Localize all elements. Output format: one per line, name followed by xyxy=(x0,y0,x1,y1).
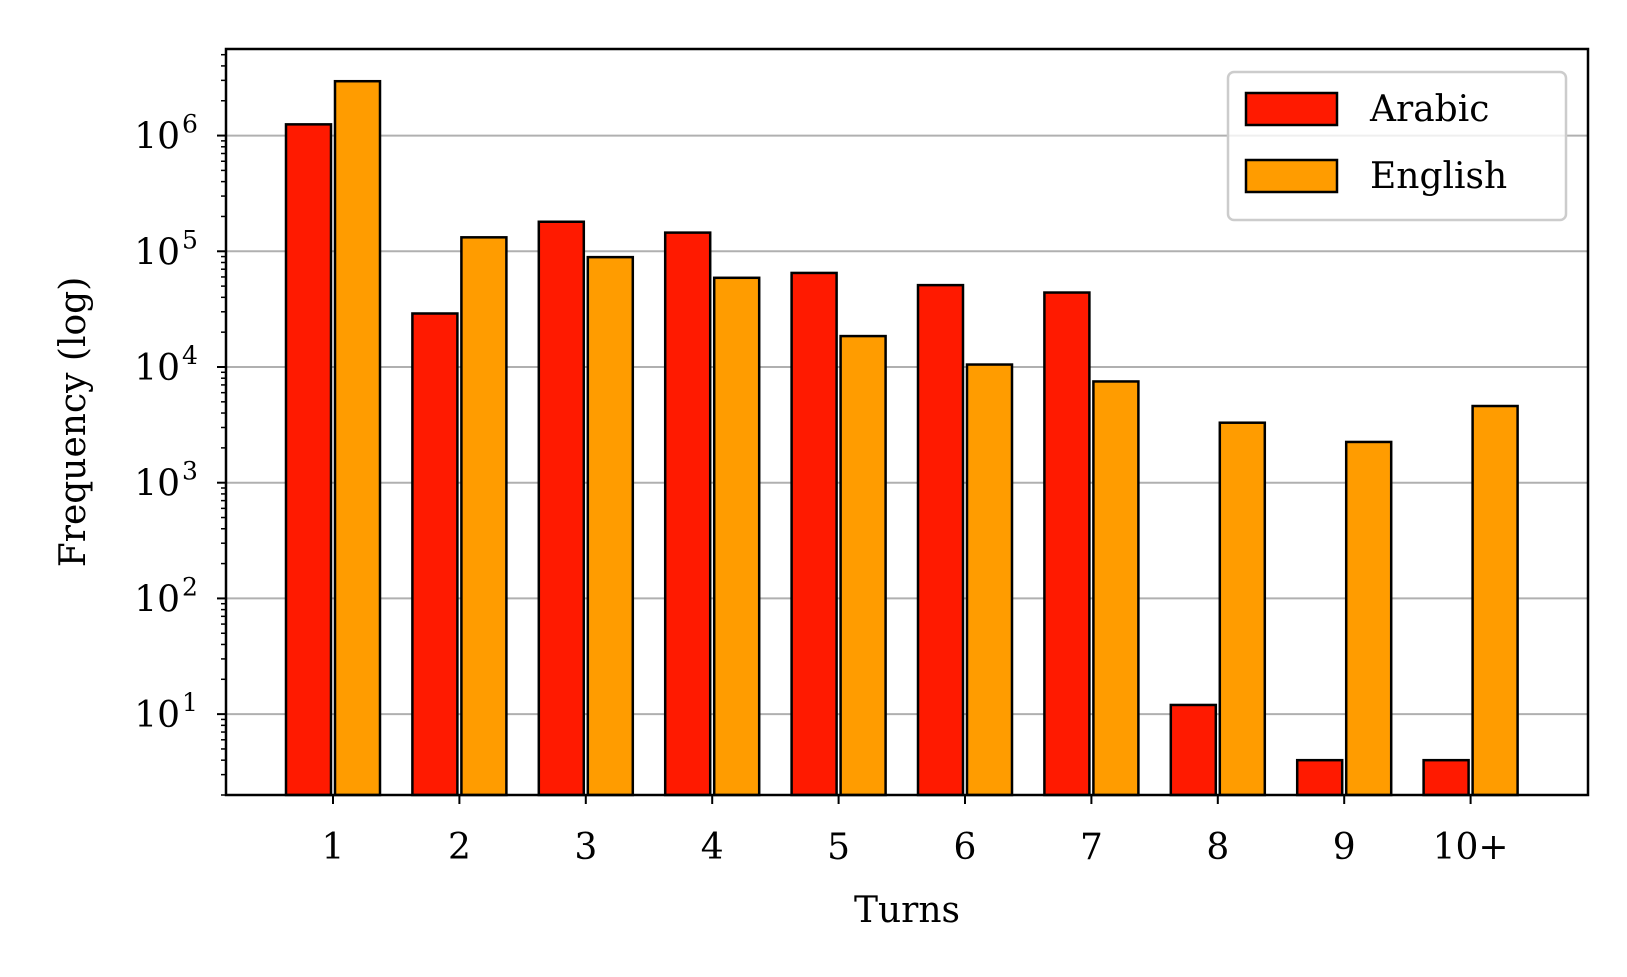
y-tick-exponent: 6 xyxy=(182,110,198,139)
x-tick-label: 9 xyxy=(1333,827,1356,868)
bar-arabic-2 xyxy=(411,312,459,797)
y-tick-label: 10 xyxy=(134,117,180,158)
bar-arabic-9 xyxy=(1295,758,1344,797)
bar-english-10plus xyxy=(1471,404,1519,797)
bar-arabic-3 xyxy=(537,220,586,797)
bar-arabic-7 xyxy=(1043,291,1091,797)
plot-frame xyxy=(224,47,1590,797)
y-tick-label: 10 xyxy=(134,232,180,273)
bar-arabic-4 xyxy=(663,231,712,797)
legend-label-arabic: Arabic xyxy=(1369,89,1489,130)
bar-english-9 xyxy=(1344,440,1393,797)
bar-english-7 xyxy=(1092,380,1140,797)
bar-english-3 xyxy=(586,255,635,797)
x-axis-label: Turns xyxy=(854,890,960,931)
y-tick-exponent: 4 xyxy=(182,341,198,370)
y-tick-label: 10 xyxy=(134,464,180,505)
y-tick-label: 10 xyxy=(134,579,180,620)
y-tick-exponent: 1 xyxy=(182,688,198,717)
x-tick-label: 1 xyxy=(322,827,345,868)
y-tick-exponent: 2 xyxy=(182,572,198,601)
x-tick-label: 10+ xyxy=(1433,827,1509,868)
bar-arabic-6 xyxy=(916,283,965,797)
legend-swatch-english xyxy=(1244,158,1339,194)
y-axis-label: Frequency (log) xyxy=(53,277,94,567)
x-tick-label: 5 xyxy=(827,827,850,868)
x-tick-label: 3 xyxy=(574,827,597,868)
y-tick-exponent: 5 xyxy=(182,225,198,254)
y-tick-label: 10 xyxy=(134,695,180,736)
bar-english-1 xyxy=(333,79,382,797)
x-axis-ticks: 1 2 3 4 5 6 7 8 9 10+ xyxy=(322,795,1509,868)
legend-label-english: English xyxy=(1370,156,1507,197)
bar-arabic-8 xyxy=(1169,703,1218,797)
bar-arabic-5 xyxy=(790,271,838,797)
bars xyxy=(284,79,1519,797)
x-tick-label: 6 xyxy=(954,827,977,868)
x-tick-label: 2 xyxy=(448,827,471,868)
bar-arabic-1 xyxy=(284,123,333,797)
bar-english-6 xyxy=(965,363,1014,797)
bar-english-8 xyxy=(1218,421,1267,797)
x-tick-label: 7 xyxy=(1080,827,1103,868)
y-tick-exponent: 3 xyxy=(182,457,198,486)
y-tick-label: 10 xyxy=(134,348,180,389)
bar-english-5 xyxy=(839,334,887,797)
bar-english-4 xyxy=(712,276,761,797)
legend-swatch-arabic xyxy=(1244,91,1339,127)
bar-arabic-10plus xyxy=(1422,758,1470,797)
x-tick-label: 4 xyxy=(701,827,724,868)
x-tick-label: 8 xyxy=(1206,827,1229,868)
legend: Arabic English xyxy=(1226,70,1568,222)
bar-english-2 xyxy=(460,236,508,797)
